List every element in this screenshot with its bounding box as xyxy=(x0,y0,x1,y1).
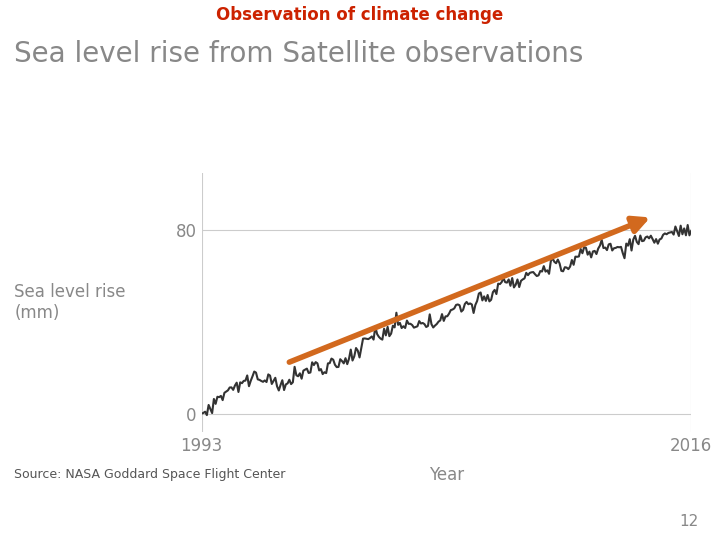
Text: Sea level rise from Satellite observations: Sea level rise from Satellite observatio… xyxy=(14,40,584,69)
Text: Sea level rise
(mm): Sea level rise (mm) xyxy=(14,283,126,322)
Text: Observation of climate change: Observation of climate change xyxy=(217,6,503,24)
X-axis label: Year: Year xyxy=(429,466,464,484)
Text: Source: NASA Goddard Space Flight Center: Source: NASA Goddard Space Flight Center xyxy=(14,468,286,481)
Text: 12: 12 xyxy=(679,514,698,529)
